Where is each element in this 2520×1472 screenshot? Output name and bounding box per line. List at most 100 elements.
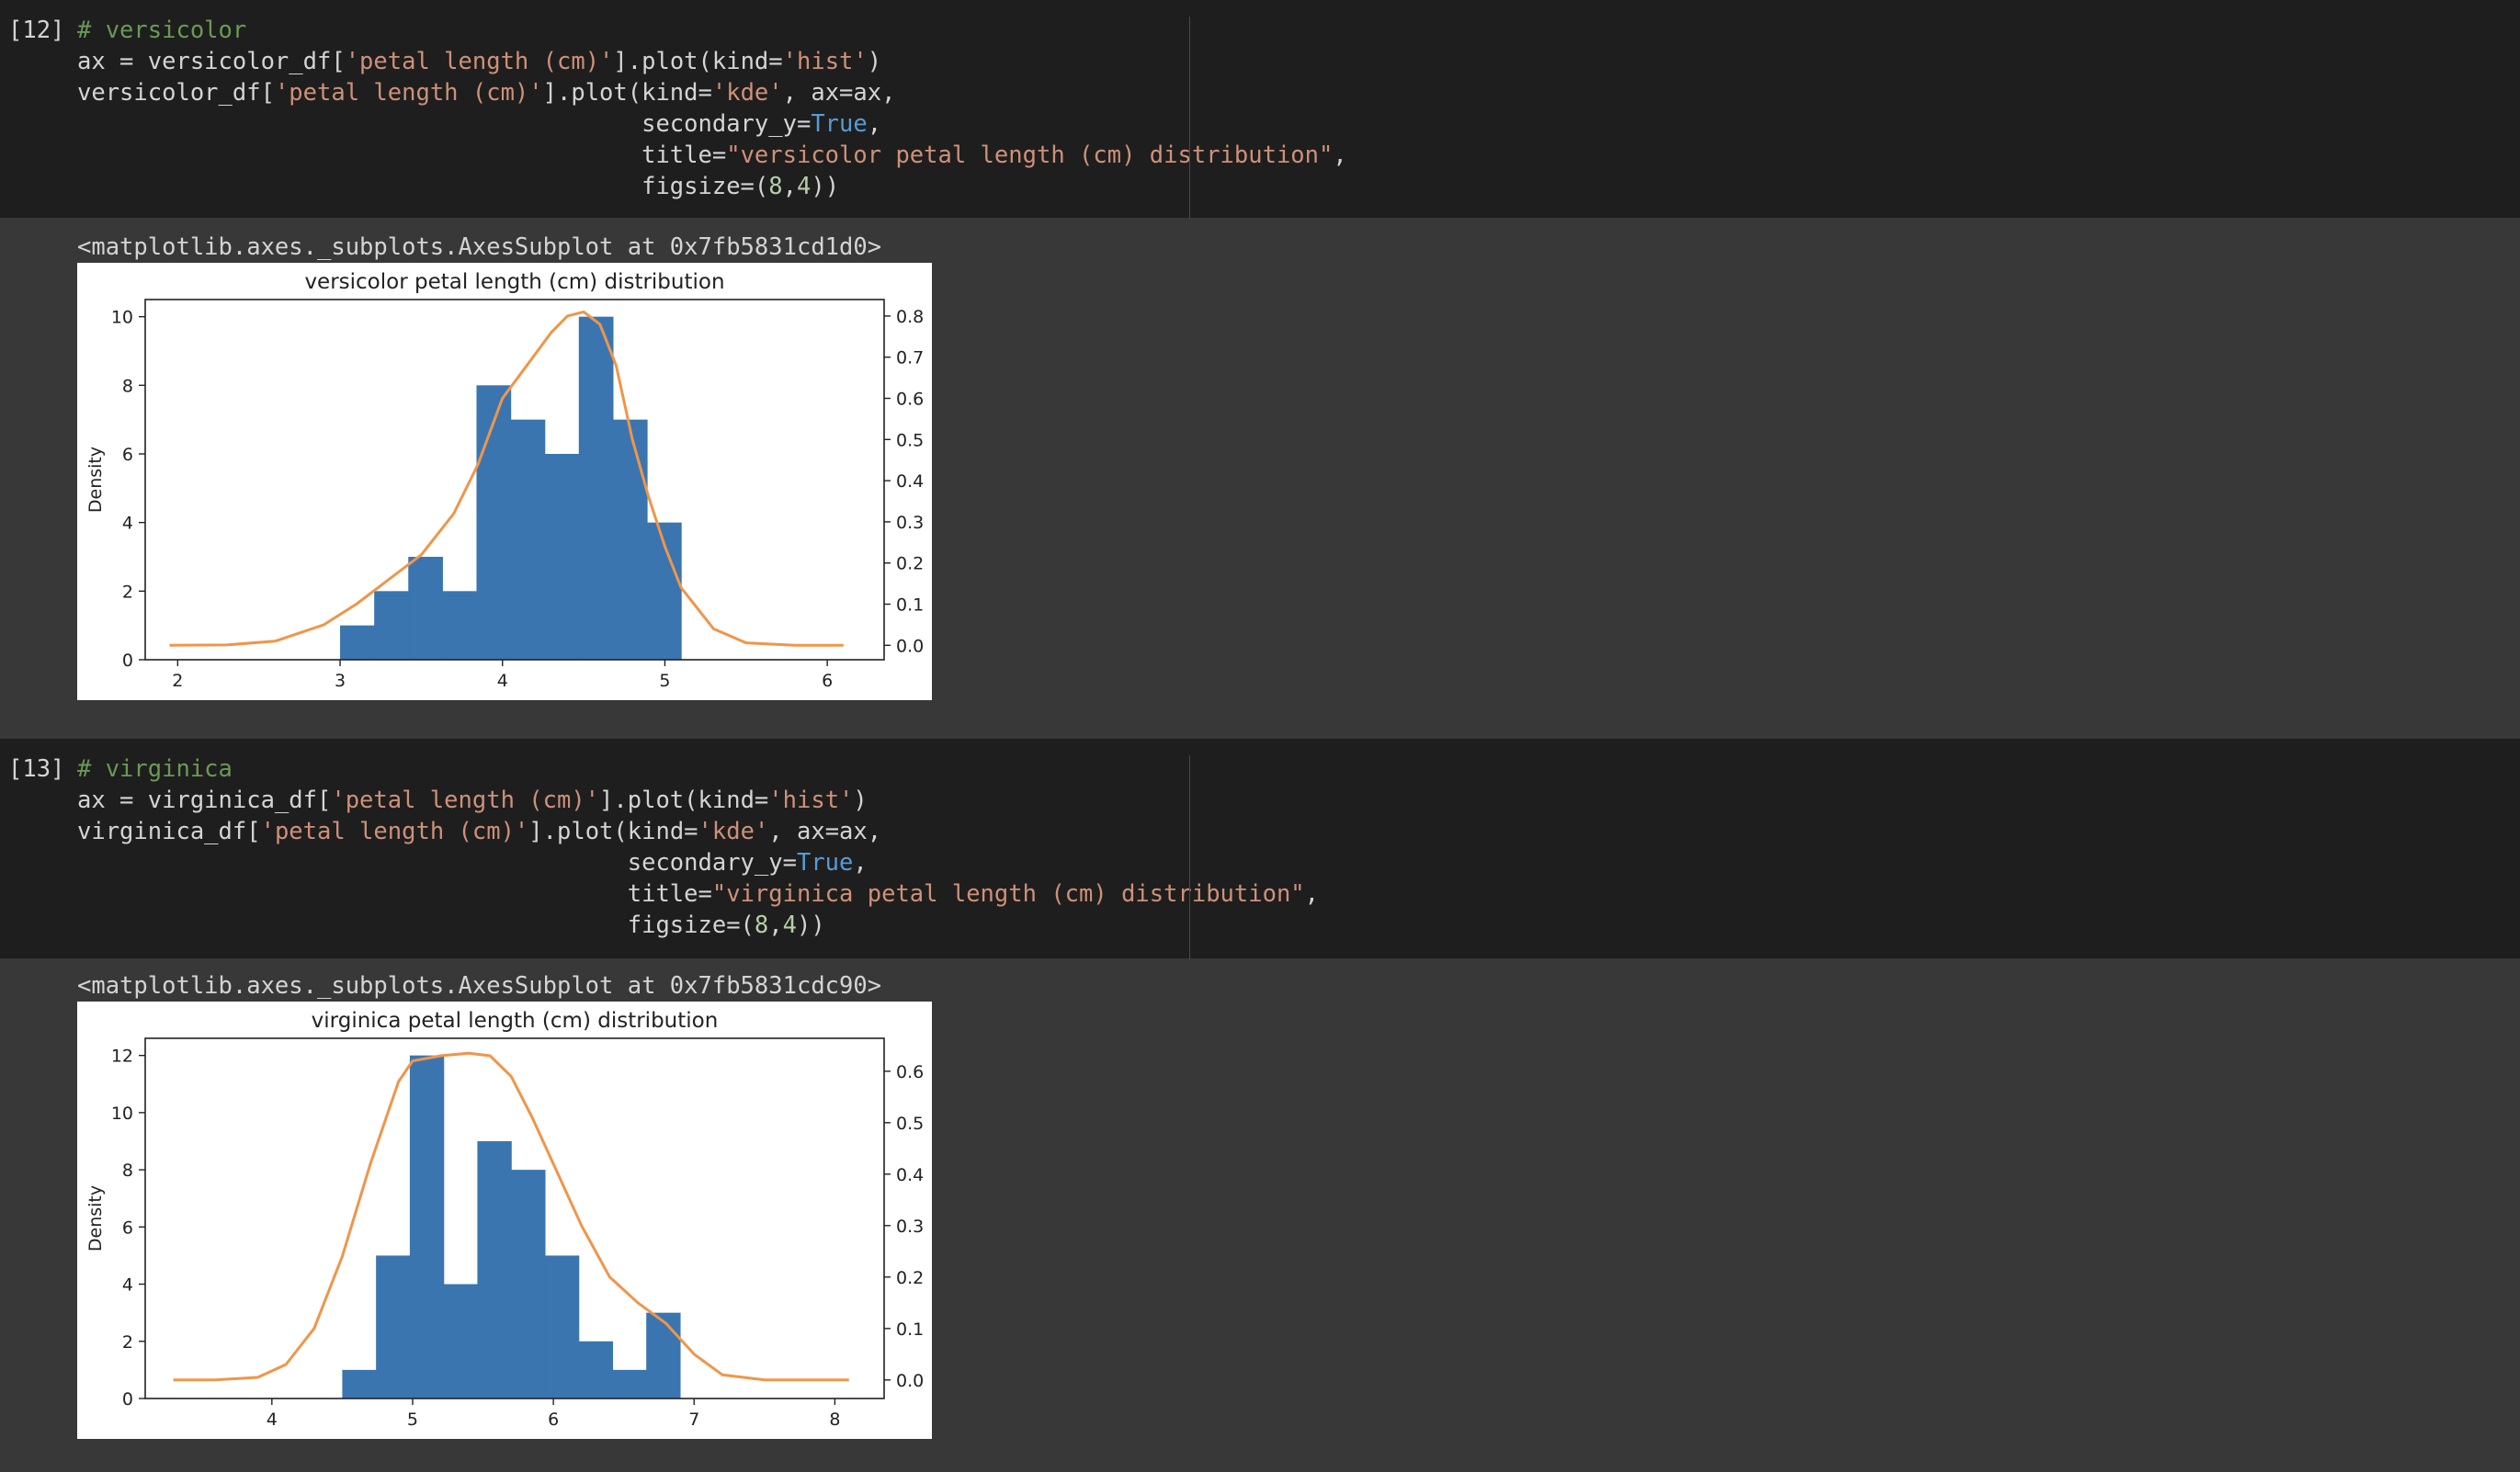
y-tick-label: 12	[111, 1047, 133, 1067]
output-figure-versicolor: versicolor petal length (cm) distributio…	[77, 263, 932, 700]
code-line: title="versicolor petal length (cm) dist…	[77, 140, 1347, 171]
code-token: ].plot(kind=	[613, 48, 783, 75]
y2-tick-label: 0.6	[896, 390, 924, 410]
y2-tick-label: 0.3	[896, 513, 924, 533]
y2-tick-label: 0.5	[896, 1114, 924, 1134]
code-line: versicolor_df['petal length (cm)'].plot(…	[77, 77, 895, 108]
code-token: ,	[867, 110, 882, 138]
y2-tick-label: 0.2	[896, 1268, 924, 1288]
code-line: secondary_y=True,	[77, 108, 881, 140]
hist-bar	[477, 1141, 512, 1398]
output-figure-virginica: virginica petal length (cm) distribution…	[77, 1002, 932, 1439]
code-token: "virginica petal length (cm) distributio…	[711, 880, 1305, 908]
x-tick-label: 5	[659, 671, 670, 691]
code-token: title=	[77, 880, 712, 908]
output-repr-text: <matplotlib.axes._subplots.AxesSubplot a…	[77, 972, 882, 1000]
chart-title: virginica petal length (cm) distribution	[312, 1009, 719, 1033]
code-token: ].plot(kind=	[528, 818, 698, 845]
hist-bar	[340, 625, 375, 660]
x-tick-label: 8	[829, 1410, 840, 1430]
line-length-ruler	[1189, 755, 1190, 959]
hist-bar	[374, 591, 409, 660]
y2-tick-label: 0.1	[896, 1319, 924, 1340]
y2-tick-label: 0.2	[896, 554, 924, 574]
chart: versicolor petal length (cm) distributio…	[85, 270, 924, 691]
x-tick-label: 6	[548, 1410, 559, 1430]
hist-bar	[442, 591, 478, 660]
y-tick-label: 8	[122, 376, 133, 396]
code-token: 8	[754, 912, 769, 939]
code-line: figsize=(8,4))	[77, 171, 839, 202]
code-token: 'petal length (cm)'	[260, 818, 529, 845]
code-token: 'kde'	[698, 818, 769, 845]
y-axis-label: Density	[85, 447, 106, 513]
line-length-ruler	[1189, 17, 1190, 219]
code-line: # versicolor	[77, 15, 246, 46]
hist-bar	[443, 1284, 479, 1398]
y-tick-label: 10	[111, 1104, 133, 1124]
code-token: 'hist'	[782, 48, 868, 75]
code-token: secondary_y=	[77, 849, 797, 877]
code-token: True	[796, 849, 854, 877]
y-tick-label: 4	[122, 1275, 133, 1296]
hist-bar	[376, 1255, 411, 1398]
x-tick-label: 4	[497, 671, 508, 691]
code-token: ))	[797, 912, 825, 939]
y2-tick-label: 0.3	[896, 1217, 924, 1237]
code-token: figsize=(	[77, 912, 755, 939]
hist-bar	[646, 1312, 681, 1398]
code-token: # versicolor	[77, 17, 247, 44]
kde-line	[169, 310, 844, 647]
y2-tick-label: 0.0	[896, 636, 924, 656]
code-token: ].plot(kind=	[542, 79, 712, 107]
y-axis-label: Density	[85, 1185, 106, 1251]
output-repr-text: <matplotlib.axes._subplots.AxesSubplot a…	[77, 233, 882, 261]
y2-tick-label: 0.8	[896, 307, 924, 327]
axes-frame	[144, 1037, 885, 1399]
hist-bar	[612, 419, 648, 660]
y-tick-label: 4	[122, 514, 133, 534]
code-token: virginica_df[	[77, 818, 261, 845]
code-line: # virginica	[77, 753, 233, 785]
code-cell-12[interactable]: [12] # versicolor ax = versicolor_df['pet…	[0, 0, 2520, 219]
hist-bar	[544, 1255, 580, 1398]
y2-tick-label: 0.5	[896, 430, 924, 450]
code-token: True	[811, 110, 868, 138]
code-token: ax = versicolor_df[	[77, 48, 346, 75]
y-tick-label: 6	[122, 445, 133, 465]
code-cell-13[interactable]: [13] # virginica ax = virginica_df['petal…	[0, 739, 2520, 959]
execution-count: [13]	[8, 755, 65, 783]
y2-tick-label: 0.4	[896, 1165, 924, 1185]
hist-bar	[476, 385, 512, 660]
code-token: 4	[796, 173, 812, 200]
code-token: 8	[768, 173, 783, 200]
code-token: ,	[768, 912, 783, 939]
axes-frame	[144, 299, 885, 661]
hist-bar	[544, 454, 580, 660]
x-tick-label: 4	[267, 1410, 278, 1430]
y-tick-label: 6	[122, 1217, 133, 1238]
code-line: title="virginica petal length (cm) distr…	[77, 878, 1319, 910]
code-token: 'petal length (cm)'	[331, 787, 600, 814]
code-token: secondary_y=	[77, 110, 812, 138]
y2-tick-label: 0.0	[896, 1371, 924, 1391]
code-token: 'kde'	[711, 79, 783, 107]
hist-bar	[511, 1170, 546, 1398]
y2-tick-label: 0.1	[896, 595, 924, 616]
x-tick-label: 5	[407, 1410, 418, 1430]
code-token: ax = virginica_df[	[77, 787, 332, 814]
x-tick-label: 3	[335, 671, 346, 691]
y2-tick-label: 0.7	[896, 348, 924, 368]
hist-bar	[612, 1369, 647, 1398]
code-token: ,	[1304, 880, 1320, 908]
hist-bar	[510, 419, 546, 660]
code-token: # virginica	[77, 755, 233, 783]
code-token: , ax=ax,	[768, 818, 882, 845]
y2-tick-label: 0.4	[896, 471, 924, 492]
hist-bar	[342, 1369, 377, 1398]
code-token: versicolor_df[	[77, 79, 275, 107]
x-tick-label: 2	[172, 671, 183, 691]
code-token: ,	[1333, 142, 1347, 169]
kde-line	[173, 1051, 849, 1382]
code-token: 4	[782, 912, 797, 939]
